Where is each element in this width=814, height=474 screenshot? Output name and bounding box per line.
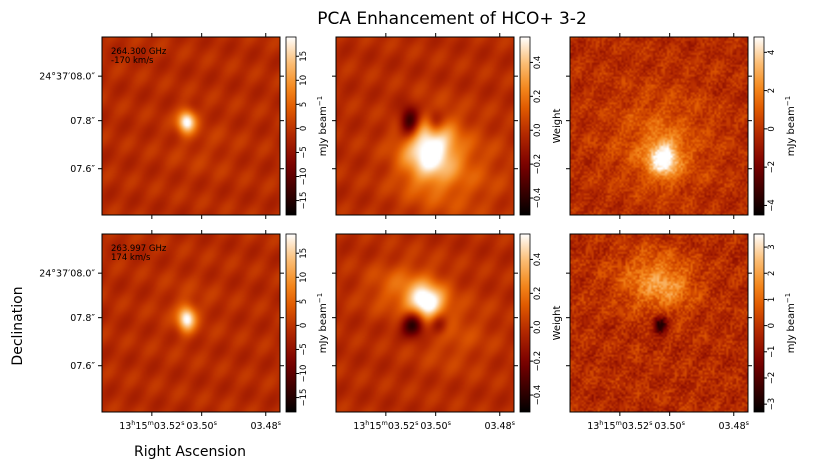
x-tick-label: 03.48s [718, 419, 749, 432]
panel-r1-c0: 13h15m03.52s 03.50s 03.48s 24°37′08.0″ 07.8″… [39, 230, 329, 432]
colorbar-tick-label: −0.2 [533, 351, 543, 372]
y-tick-label: 07.6″ [70, 361, 95, 372]
x-tick-label: 03.48s [250, 419, 281, 432]
colorbar-label: mJy beam−1 [784, 96, 797, 156]
panel-annotation: -170 km/s [111, 56, 154, 66]
colorbar-tick-label: −10 [299, 168, 309, 186]
colorbar-label: Weight [552, 109, 563, 144]
colorbar-tick-label: −2 [767, 161, 777, 174]
colorbar-tick-label: 0.2 [533, 287, 543, 301]
colorbar-tick-label: 0.4 [533, 56, 543, 70]
panel-r1-c2: 13h15m03.52s 03.50s 03.48s 3 2 1 0 −1 −2 −3 mJy be… [566, 230, 797, 432]
colorbar [285, 36, 297, 216]
colorbar-tick-label: −4 [767, 199, 777, 212]
colorbar-tick-label: −2 [767, 372, 777, 385]
heatmap-image [570, 234, 748, 412]
colorbar-label: mJy beam−1 [784, 293, 797, 353]
colorbar-tick-label: 0.4 [533, 253, 543, 267]
panel-annotation: 174 km/s [111, 253, 151, 263]
figure-title: PCA Enhancement of HCO+ 3-2 [317, 9, 587, 29]
panel-frame [335, 233, 515, 413]
colorbar-tick-label: 4 [767, 50, 777, 55]
colorbar [753, 36, 765, 216]
colorbar-tick-label: 0 [299, 126, 309, 131]
colorbar [285, 233, 297, 413]
colorbar-tick-label: −10 [299, 365, 309, 383]
y-tick-label: 24°37′08.0″ [39, 269, 95, 280]
heatmap-image [336, 37, 514, 215]
colorbar-label: Weight [552, 306, 563, 341]
y-tick-label: 24°37′08.0″ [39, 72, 95, 83]
panel-r0-c2: 4 2 0 −2 −4 mJy beam−1 [566, 33, 797, 219]
y-tick-label: 07.8″ [70, 116, 95, 127]
colorbar-tick-label: −5 [299, 343, 309, 356]
colorbar-tick-label: 15 [299, 248, 309, 259]
heatmap-image [570, 37, 748, 215]
colorbar-label: mJy beam−1 [316, 293, 329, 353]
panel-frame [101, 36, 281, 216]
y-tick-label: 07.6″ [70, 164, 95, 175]
colorbar-tick-label: 1 [767, 297, 777, 302]
colorbar [519, 233, 531, 413]
x-tick-label: 03.50s [654, 419, 685, 432]
panel-frame [101, 233, 281, 413]
colorbar-tick-label: 0 [767, 126, 777, 131]
panel-annotation: 263.997 GHz [111, 244, 167, 254]
colorbar-tick-label: 15 [299, 51, 309, 62]
x-axis-label: Right Ascension [134, 444, 246, 460]
heatmap-image [102, 234, 280, 412]
panels-group: 24°37′08.0″ 07.8″ 07.6″ 264.300 GHz-170 km/… [39, 33, 797, 432]
panel-annotation: 264.300 GHz [111, 47, 167, 57]
colorbar-tick-label: 0.0 [533, 320, 543, 334]
y-axis-label: Declination [10, 286, 26, 365]
colorbar-tick-label: 10 [299, 272, 309, 283]
y-tick-label: 07.8″ [70, 313, 95, 324]
panel-r0-c0: 24°37′08.0″ 07.8″ 07.6″ 264.300 GHz-170 km/… [39, 33, 329, 219]
colorbar-tick-label: −15 [299, 192, 309, 210]
colorbar-tick-label: −15 [299, 389, 309, 407]
colorbar-tick-label: 3 [767, 244, 777, 249]
colorbar-tick-label: 2 [767, 271, 777, 276]
colorbar-tick-label: 0.0 [533, 123, 543, 137]
x-tick-label: 03.50s [186, 419, 217, 432]
colorbar [753, 233, 765, 413]
x-tick-label: 13h15m03.52s [119, 419, 185, 432]
panel-frame [569, 233, 749, 413]
colorbar-tick-label: 10 [299, 75, 309, 86]
x-tick-label: 03.48s [484, 419, 515, 432]
colorbar [519, 36, 531, 216]
panel-r1-c1: 13h15m03.52s 03.50s 03.48s 0.4 0.2 0.0 −0.2 −0.… [332, 230, 563, 432]
colorbar-tick-label: −0.2 [533, 154, 543, 175]
colorbar-tick-label: −0.4 [533, 385, 543, 406]
colorbar-tick-label: 2 [767, 88, 777, 93]
panel-r0-c1: 0.4 0.2 0.0 −0.2 −0.4 Weight [332, 33, 563, 219]
colorbar-tick-label: 5 [299, 299, 309, 304]
colorbar-label: mJy beam−1 [316, 96, 329, 156]
heatmap-image [336, 234, 514, 412]
colorbar-tick-label: −1 [767, 346, 777, 359]
colorbar-tick-label: 0 [299, 323, 309, 328]
panel-frame [335, 36, 515, 216]
x-tick-label: 13h15m03.52s [353, 419, 419, 432]
colorbar-tick-label: −0.4 [533, 188, 543, 209]
colorbar-tick-label: −5 [299, 146, 309, 159]
colorbar-tick-label: −3 [767, 398, 777, 411]
heatmap-image [102, 37, 280, 215]
colorbar-tick-label: 0.2 [533, 90, 543, 104]
x-tick-label: 03.50s [420, 419, 451, 432]
x-tick-label: 13h15m03.52s [587, 419, 653, 432]
colorbar-tick-label: 0 [767, 323, 777, 328]
panel-frame [569, 36, 749, 216]
colorbar-tick-label: 5 [299, 102, 309, 107]
